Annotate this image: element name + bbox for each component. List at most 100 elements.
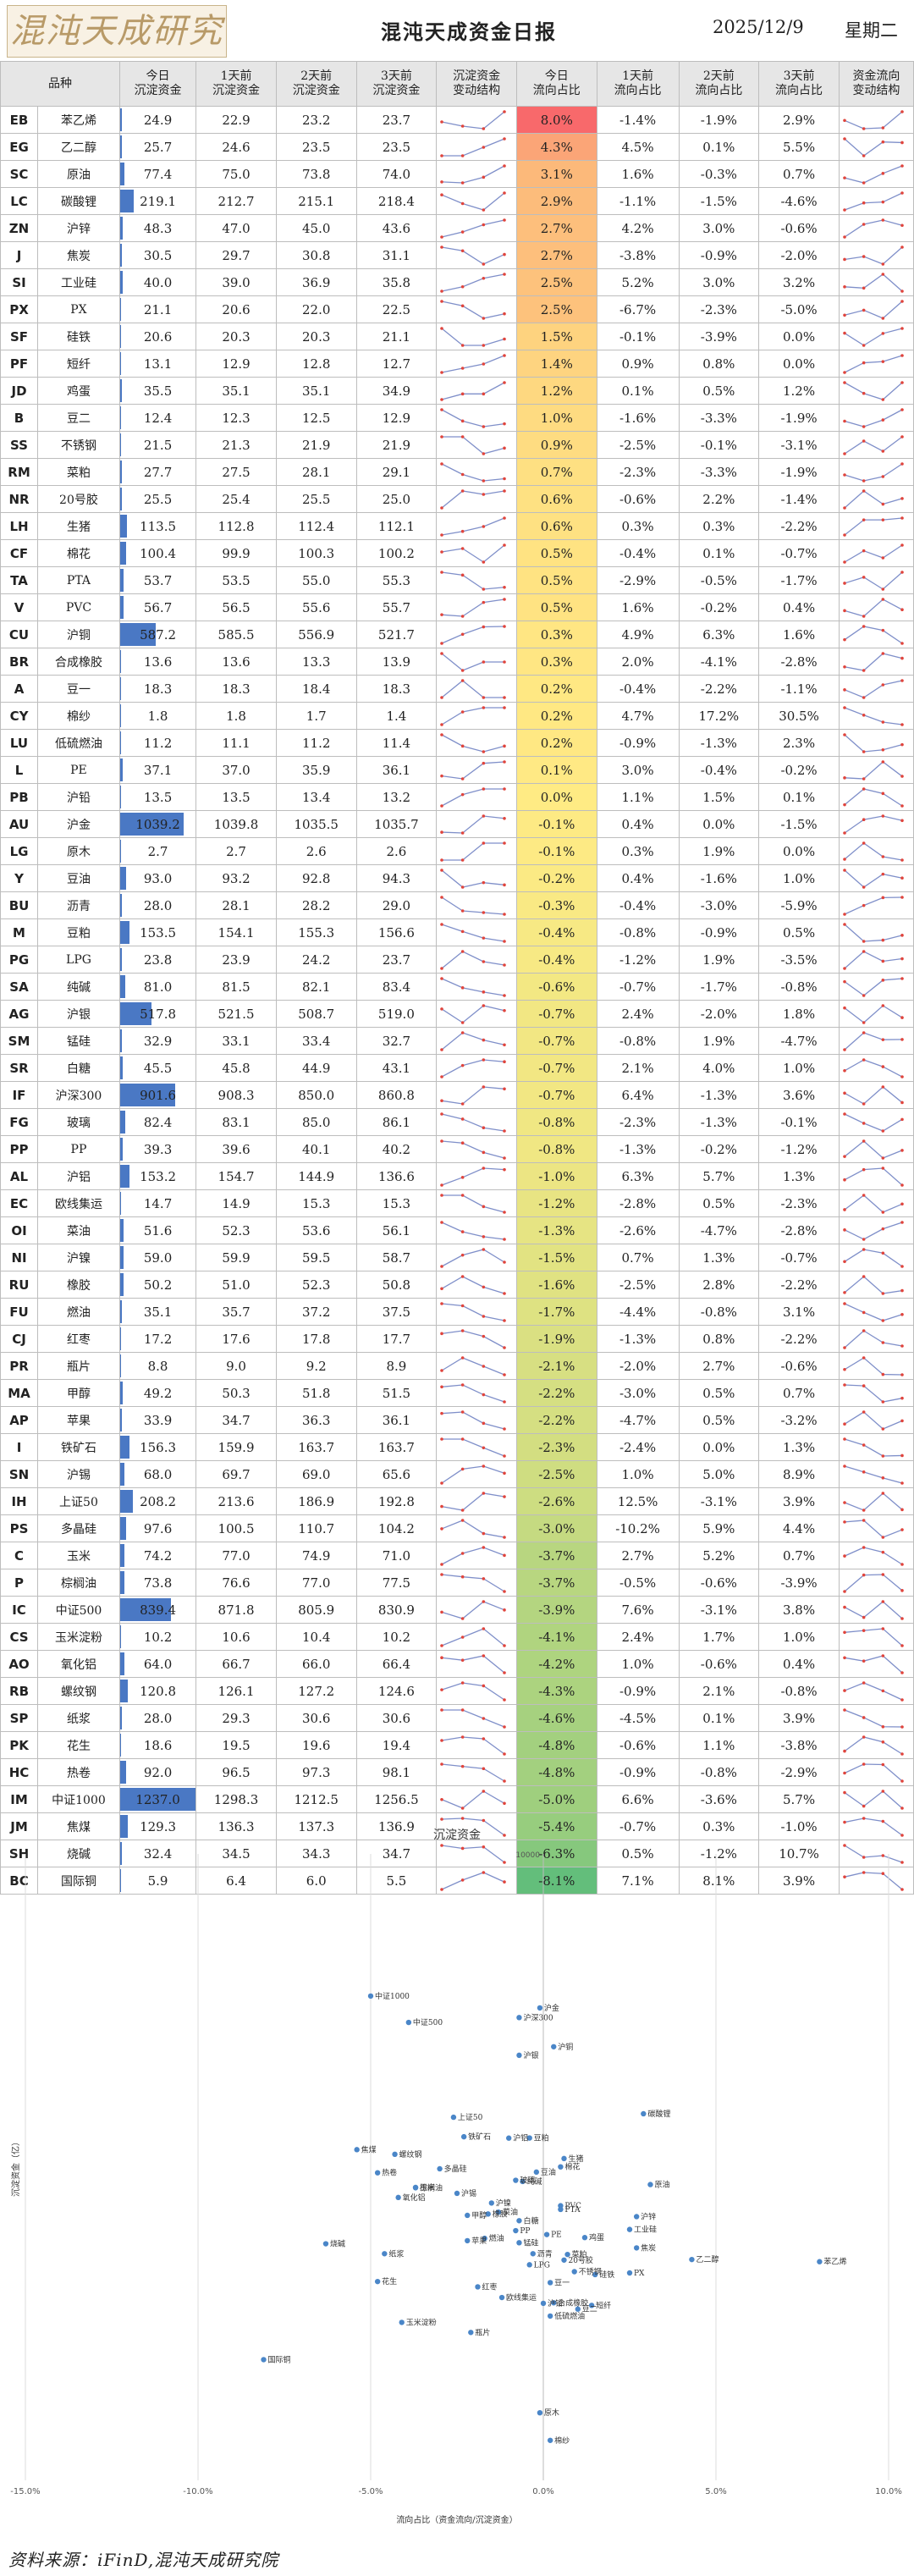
oi-history-cell: 94.3 [355,864,438,892]
oi-history-cell: 908.3 [195,1081,277,1109]
oi-databar [120,1680,128,1702]
sparkline [844,273,903,291]
sparkline [844,1275,902,1294]
oi-history-cell: 155.3 [275,918,357,946]
sparkline [441,1871,505,1890]
contract-name: PVC [37,593,120,621]
scatter-point [498,2294,505,2301]
sparkline-point [843,1421,846,1426]
oi-history-cell: 136.3 [195,1812,277,1840]
oi-value: 74.2 [143,1547,173,1564]
oi-value: 56.7 [143,599,173,615]
contract-code: PR [0,1352,39,1380]
contract-name: PE [37,756,120,784]
sparkline-point [461,1508,465,1512]
sparkline-point [862,776,866,781]
sparkline [442,841,505,861]
oi-history-cell: 100.3 [275,539,357,567]
sparkline [844,1194,903,1213]
oi-history-cell: 20.3 [275,323,357,350]
table-row: AL 沪铝 153.2 154.7 144.9 136.6 -1.0% 6.3% 5.7% 1.3… [0,1162,914,1190]
oi-databar [120,542,127,565]
oi-history-cell: 1298.3 [195,1785,277,1813]
contract-name: 苹果 [37,1406,120,1434]
oi-history-cell: 83.4 [355,973,438,1001]
oi-sparkline-cell [436,1812,517,1840]
sparkline [844,1383,902,1403]
sparkline-point [461,434,465,439]
point-label: PVC [564,2203,581,2211]
oi-value: 2.7 [147,843,168,859]
oi-databar [120,894,122,917]
sparkline-point [881,1227,885,1230]
oi-history-cell: 28.1 [275,458,357,486]
flow-today-cell: -4.8% [515,1758,597,1786]
table-row: FG 玻璃 82.4 83.1 85.0 86.1 -0.8% -2.3% -1.3% -0.1% [0,1108,914,1136]
sparkline-point [461,949,465,953]
flow-history-cell: 0.3% [678,512,760,540]
sparkline-point [881,682,885,687]
sparkline [844,977,902,996]
flow-history-cell: 1.9% [678,1027,760,1055]
sparkline [441,706,505,725]
sparkline-point [440,732,444,736]
oi-history-cell: 69.7 [195,1460,277,1488]
contract-code: CY [0,702,39,730]
scatter-point [530,2251,536,2257]
fund-flow-table-wrapper: 品种 今日 沉淀资金 1天前 沉淀资金 2天前 沉淀资金 3天前 沉淀资金 沉淀资金 变动… [0,61,914,1895]
contract-code: HC [0,1758,39,1786]
scatter-point [588,2303,595,2308]
sparkline-point [440,1526,444,1531]
flow-history-cell: 6.3% [596,1162,680,1190]
sparkline-point [881,1210,885,1214]
sparkline [441,462,505,482]
sparkline-point [503,786,507,791]
contract-code: SF [0,323,39,350]
oi-sparkline-cell [436,377,517,405]
flow-history-cell: -3.6% [678,1785,760,1813]
table-row: NR 20号胶 25.5 25.4 25.5 25.0 0.6% -0.6% 2.2% -1.4% [0,485,914,513]
oi-value: 1237.0 [135,1791,180,1807]
flow-history-cell: -1.3% [678,1108,760,1136]
contract-name: 沪深300 [37,1081,120,1109]
scatter-point [374,2278,381,2285]
oi-history-cell: 23.9 [195,946,277,974]
sparkline-point [843,1345,846,1349]
scatter-point [581,2235,588,2241]
flow-history-cell: 2.9% [758,106,840,134]
oi-value: 23.8 [143,952,173,968]
oi-history-cell: 1.7 [275,702,357,730]
oi-sparkline-cell [436,621,517,648]
sparkline-point [900,1100,904,1104]
x-tick-label: -15.0% [10,2487,40,2496]
scatter-point [399,2320,405,2325]
scatter-point [626,2226,633,2232]
point-label: 甲醇 [471,2210,487,2220]
contract-name: 氧化铝 [37,1650,120,1678]
sparkline [441,1058,505,1078]
oi-history-cell: 29.7 [195,241,277,269]
sparkline-point [900,1015,904,1019]
sparkline-point [482,1205,486,1208]
sparkline-point [440,505,444,510]
flow-today-cell: -4.8% [515,1731,597,1759]
oi-history-cell: 21.1 [355,323,438,350]
sparkline [844,1437,902,1457]
flow-history-cell: 3.1% [758,1298,840,1326]
sparkline-point [482,1150,486,1154]
oi-history-cell: 29.3 [195,1704,277,1732]
sparkline-point [881,1599,885,1603]
column-header: 1天前 沉淀资金 [195,61,277,107]
contract-code: PS [0,1514,39,1542]
sparkline-point [881,397,885,401]
oi-history-cell: 13.2 [355,783,438,811]
sparkline-point [440,1111,444,1116]
flow-today-cell: 2.5% [515,268,597,296]
sparkline-point [900,1264,904,1268]
sparkline-point [900,245,904,249]
oi-history-cell: 53.6 [275,1216,357,1244]
sparkline-point [900,1396,904,1399]
flow-today-cell: 0.1% [515,756,597,784]
sparkline-point [900,1372,904,1376]
oi-value: 92.0 [143,1764,173,1780]
